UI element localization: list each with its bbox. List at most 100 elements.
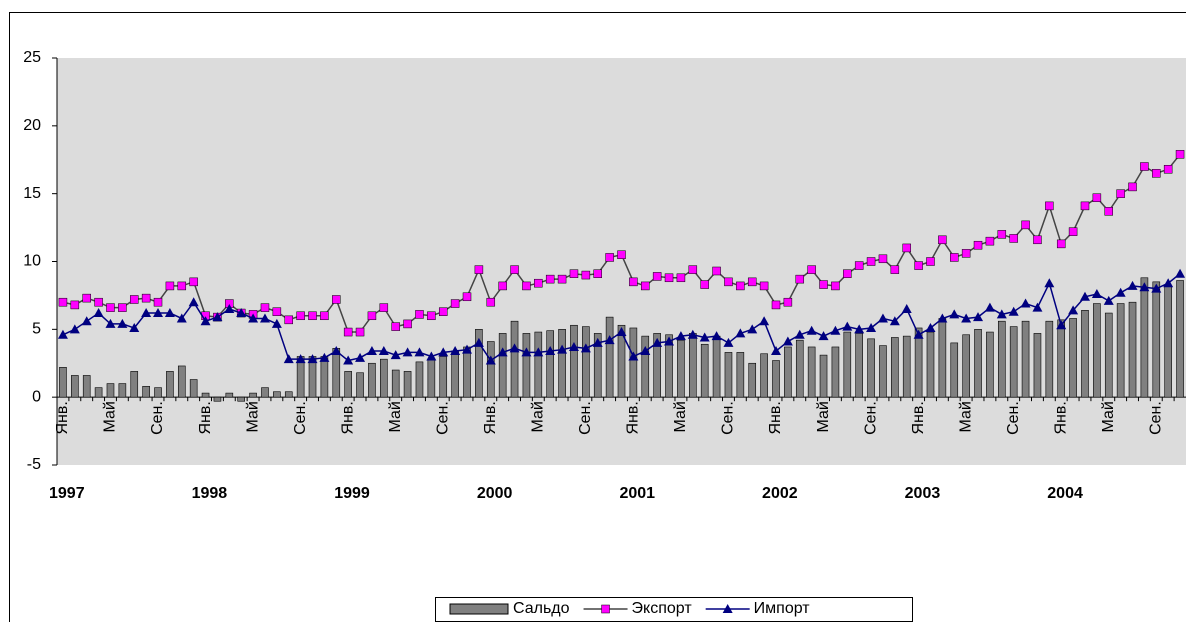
- marker: [94, 297, 103, 307]
- x-tick-label: Янв.: [625, 401, 642, 434]
- marker: [272, 307, 282, 316]
- marker: [723, 337, 734, 347]
- marker: [1103, 295, 1114, 305]
- marker: [295, 354, 306, 364]
- bar: [665, 334, 673, 398]
- marker: [1056, 239, 1066, 249]
- marker: [378, 346, 389, 356]
- marker: [1021, 220, 1030, 230]
- marker: [854, 261, 864, 270]
- marker: [450, 299, 460, 308]
- marker: [1163, 278, 1174, 288]
- marker: [878, 254, 888, 264]
- marker: [236, 308, 247, 318]
- y-tick-label: 25: [23, 49, 41, 66]
- bar: [867, 338, 875, 398]
- bar: [59, 367, 67, 398]
- marker: [1009, 234, 1018, 243]
- marker: [593, 269, 602, 278]
- marker: [592, 337, 603, 347]
- bar: [1140, 277, 1149, 398]
- marker: [996, 309, 1007, 319]
- marker: [687, 329, 698, 339]
- bar: [689, 333, 697, 398]
- marker: [675, 331, 686, 341]
- marker: [129, 295, 139, 304]
- marker: [1175, 268, 1186, 278]
- marker: [973, 240, 983, 250]
- marker: [1091, 289, 1102, 299]
- marker: [69, 324, 80, 334]
- y-tick-label: 0: [32, 388, 41, 405]
- bar: [510, 320, 519, 398]
- marker: [1045, 201, 1054, 211]
- marker: [498, 281, 507, 291]
- marker: [1080, 201, 1090, 211]
- bar: [118, 383, 127, 398]
- bar: [1128, 301, 1137, 398]
- bar: [974, 329, 982, 398]
- marker: [759, 281, 769, 291]
- marker: [616, 327, 627, 337]
- marker: [938, 235, 947, 245]
- bar: [558, 329, 566, 398]
- bar: [261, 387, 269, 398]
- marker: [188, 297, 199, 307]
- bar: [819, 354, 828, 398]
- marker: [486, 297, 496, 307]
- marker: [534, 278, 543, 288]
- marker: [332, 295, 341, 304]
- marker: [925, 322, 936, 332]
- bar: [879, 345, 887, 398]
- marker: [497, 347, 508, 357]
- year-label: 1998: [192, 485, 228, 502]
- legend-label: Импорт: [754, 600, 811, 617]
- marker: [343, 355, 354, 365]
- marker: [1151, 283, 1162, 293]
- bar: [795, 339, 804, 398]
- marker: [308, 311, 317, 321]
- x-tick-label: Янв.: [197, 401, 214, 434]
- marker: [652, 272, 662, 281]
- marker: [901, 303, 912, 313]
- marker: [509, 343, 520, 353]
- marker: [426, 351, 437, 361]
- marker: [664, 336, 675, 346]
- marker: [818, 331, 829, 341]
- marker: [427, 311, 436, 321]
- x-tick-label: Май: [387, 401, 404, 432]
- bar: [605, 316, 614, 398]
- marker: [569, 269, 579, 278]
- marker: [248, 313, 259, 323]
- marker: [307, 354, 318, 364]
- marker: [1163, 164, 1173, 174]
- year-label: 2004: [1047, 485, 1083, 502]
- marker: [212, 312, 223, 322]
- bar: [189, 379, 198, 398]
- marker: [70, 300, 80, 310]
- bar: [130, 371, 139, 398]
- marker: [117, 318, 128, 328]
- marker: [105, 318, 116, 328]
- bar: [1045, 320, 1054, 398]
- x-tick-label: Сен.: [720, 401, 737, 435]
- marker: [580, 343, 591, 353]
- marker: [320, 311, 329, 321]
- marker: [712, 266, 721, 276]
- marker: [510, 265, 519, 274]
- bar: [154, 387, 162, 398]
- marker: [866, 257, 876, 266]
- marker: [1068, 305, 1079, 315]
- bar: [677, 339, 685, 398]
- marker: [200, 316, 211, 326]
- marker: [770, 346, 781, 356]
- bar: [534, 331, 543, 398]
- marker: [961, 313, 972, 323]
- marker: [1008, 306, 1019, 316]
- year-label: 1999: [334, 485, 370, 502]
- y-tick-label: 15: [23, 185, 41, 202]
- bar: [700, 343, 709, 398]
- marker: [81, 316, 92, 326]
- marker: [997, 230, 1007, 239]
- bar: [225, 392, 234, 398]
